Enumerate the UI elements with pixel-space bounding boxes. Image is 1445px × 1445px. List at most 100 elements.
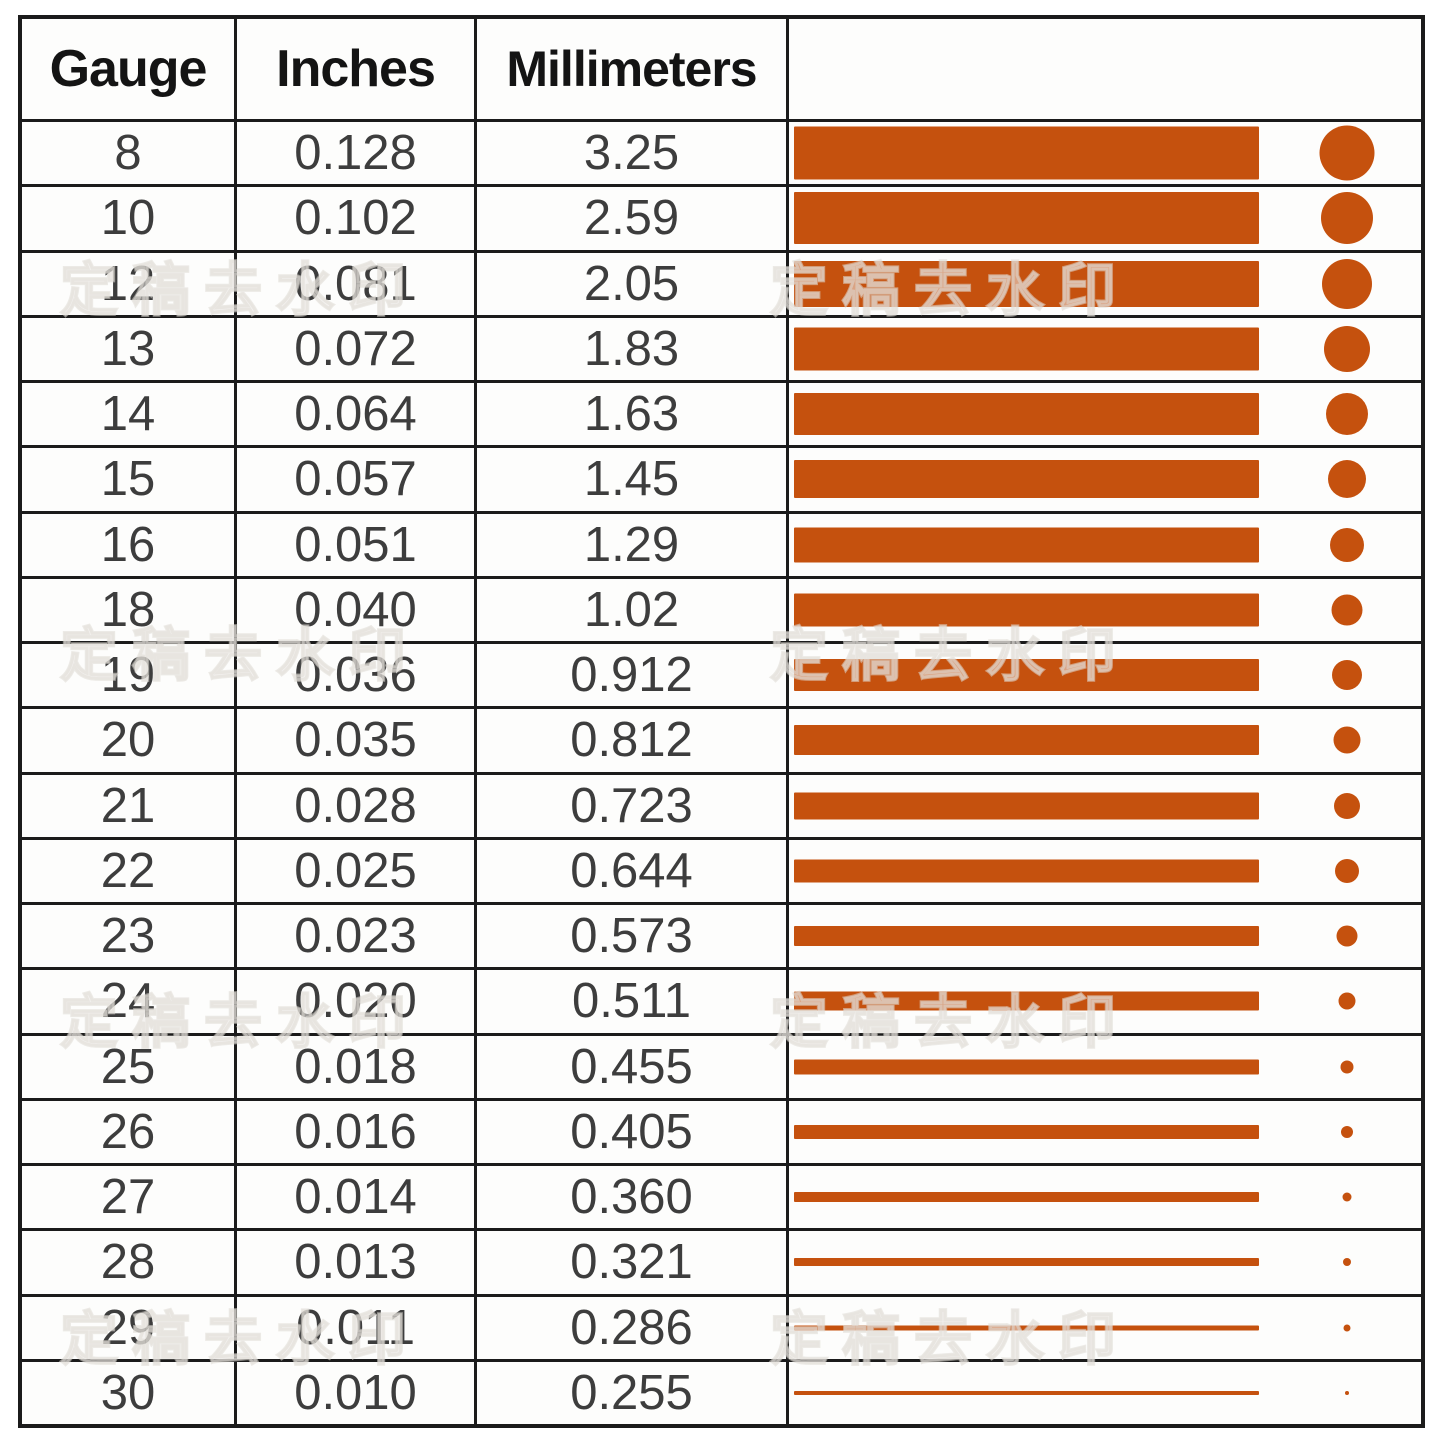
inches-value: 0.020 xyxy=(237,970,477,1033)
inches-value: 0.081 xyxy=(237,252,477,315)
table-row: 15 0.057 1.45 xyxy=(22,448,1421,514)
gauge-value: 24 xyxy=(22,970,237,1033)
millimeters-value: 2.59 xyxy=(477,187,789,250)
wire-thickness-bar xyxy=(794,1059,1259,1075)
gauge-value: 25 xyxy=(22,1035,237,1098)
inches-value: 0.036 xyxy=(237,644,477,707)
wire-diameter-dot xyxy=(1324,325,1370,372)
table-row: 26 0.016 0.405 xyxy=(22,1100,1421,1166)
wire-diameter-dot xyxy=(1326,393,1368,436)
wire-size-visual xyxy=(789,644,1421,706)
header-gauge: Gauge xyxy=(22,19,237,119)
table-row: 10 0.102 2.59 xyxy=(22,187,1421,253)
gauge-value: 23 xyxy=(22,905,237,968)
millimeters-value: 0.360 xyxy=(477,1166,789,1229)
wire-size-visual xyxy=(789,970,1421,1032)
table-row: 25 0.018 0.455 xyxy=(22,1035,1421,1101)
wire-size-visual xyxy=(789,709,1421,771)
table-row: 8 0.128 3.25 xyxy=(22,122,1421,188)
wire-size-visual xyxy=(789,253,1421,315)
wire-thickness-bar xyxy=(794,1325,1259,1331)
gauge-value: 30 xyxy=(22,1361,237,1424)
inches-value: 0.128 xyxy=(237,122,477,185)
inches-value: 0.018 xyxy=(237,1035,477,1098)
table-row: 28 0.013 0.321 xyxy=(22,1231,1421,1297)
table-row: 27 0.014 0.360 xyxy=(22,1166,1421,1232)
table-row: 12 0.081 2.05 xyxy=(22,252,1421,318)
millimeters-value: 3.25 xyxy=(477,122,789,185)
table-row: 23 0.023 0.573 xyxy=(22,905,1421,971)
header-millimeters: Millimeters xyxy=(477,19,789,119)
millimeters-value: 1.63 xyxy=(477,383,789,446)
inches-value: 0.040 xyxy=(237,578,477,641)
gauge-value: 26 xyxy=(22,1100,237,1163)
millimeters-value: 0.573 xyxy=(477,905,789,968)
inches-value: 0.023 xyxy=(237,905,477,968)
wire-size-visual xyxy=(789,1231,1421,1293)
gauge-value: 14 xyxy=(22,383,237,446)
wire-thickness-bar xyxy=(794,327,1259,371)
wire-size-visual xyxy=(789,1297,1421,1359)
table-row: 24 0.020 0.511 xyxy=(22,970,1421,1036)
gauge-value: 19 xyxy=(22,644,237,707)
wire-size-visual xyxy=(789,1101,1421,1163)
wire-diameter-dot xyxy=(1332,660,1362,691)
millimeters-value: 0.912 xyxy=(477,644,789,707)
wire-size-visual xyxy=(789,905,1421,967)
table-row: 16 0.051 1.29 xyxy=(22,513,1421,579)
wire-size-visual xyxy=(789,1362,1421,1424)
gauge-value: 10 xyxy=(22,187,237,250)
inches-value: 0.035 xyxy=(237,709,477,772)
wire-thickness-bar xyxy=(794,725,1259,756)
wire-diameter-dot xyxy=(1322,258,1372,309)
millimeters-value: 0.812 xyxy=(477,709,789,772)
wire-thickness-bar xyxy=(794,527,1259,563)
inches-value: 0.057 xyxy=(237,448,477,511)
wire-diameter-dot xyxy=(1333,726,1361,754)
millimeters-value: 0.255 xyxy=(477,1361,789,1424)
inches-value: 0.102 xyxy=(237,187,477,250)
wire-thickness-bar xyxy=(794,859,1259,883)
millimeters-value: 0.405 xyxy=(477,1100,789,1163)
wire-size-visual xyxy=(789,1036,1421,1098)
wire-thickness-bar xyxy=(794,1124,1259,1139)
inches-value: 0.072 xyxy=(237,317,477,380)
inches-value: 0.025 xyxy=(237,839,477,902)
wire-size-visual xyxy=(789,122,1421,184)
table-body: 8 0.128 3.25 10 0.102 2.59 12 0.081 2.05… xyxy=(22,122,1421,1424)
wire-thickness-bar xyxy=(794,1258,1259,1267)
gauge-value: 13 xyxy=(22,317,237,380)
inches-value: 0.064 xyxy=(237,383,477,446)
wire-diameter-dot xyxy=(1334,792,1360,819)
gauge-value: 29 xyxy=(22,1296,237,1359)
table-row: 19 0.036 0.912 xyxy=(22,644,1421,710)
millimeters-value: 0.644 xyxy=(477,839,789,902)
millimeters-value: 2.05 xyxy=(477,252,789,315)
wire-diameter-dot xyxy=(1331,594,1363,626)
wire-size-visual xyxy=(789,579,1421,641)
header-visual xyxy=(789,19,1421,119)
wire-thickness-bar xyxy=(794,1390,1259,1395)
millimeters-value: 1.29 xyxy=(477,513,789,576)
wire-thickness-bar xyxy=(794,1192,1259,1203)
wire-diameter-dot xyxy=(1336,925,1358,947)
gauge-value: 22 xyxy=(22,839,237,902)
gauge-value: 8 xyxy=(22,122,237,185)
inches-value: 0.010 xyxy=(237,1361,477,1424)
inches-value: 0.051 xyxy=(237,513,477,576)
gauge-value: 18 xyxy=(22,578,237,641)
wire-diameter-dot xyxy=(1342,1192,1352,1202)
table-row: 30 0.010 0.255 xyxy=(22,1361,1421,1424)
wire-diameter-dot xyxy=(1343,1258,1351,1267)
millimeters-value: 0.511 xyxy=(477,970,789,1033)
wire-size-visual xyxy=(789,775,1421,837)
wire-diameter-dot xyxy=(1343,1324,1351,1332)
wire-thickness-bar xyxy=(794,260,1259,307)
millimeters-value: 0.321 xyxy=(477,1231,789,1294)
wire-thickness-bar xyxy=(794,460,1259,499)
wire-size-visual xyxy=(789,448,1421,510)
gauge-value: 28 xyxy=(22,1231,237,1294)
wire-thickness-bar xyxy=(794,991,1259,1011)
wire-size-visual xyxy=(789,318,1421,380)
wire-diameter-dot xyxy=(1321,192,1373,245)
